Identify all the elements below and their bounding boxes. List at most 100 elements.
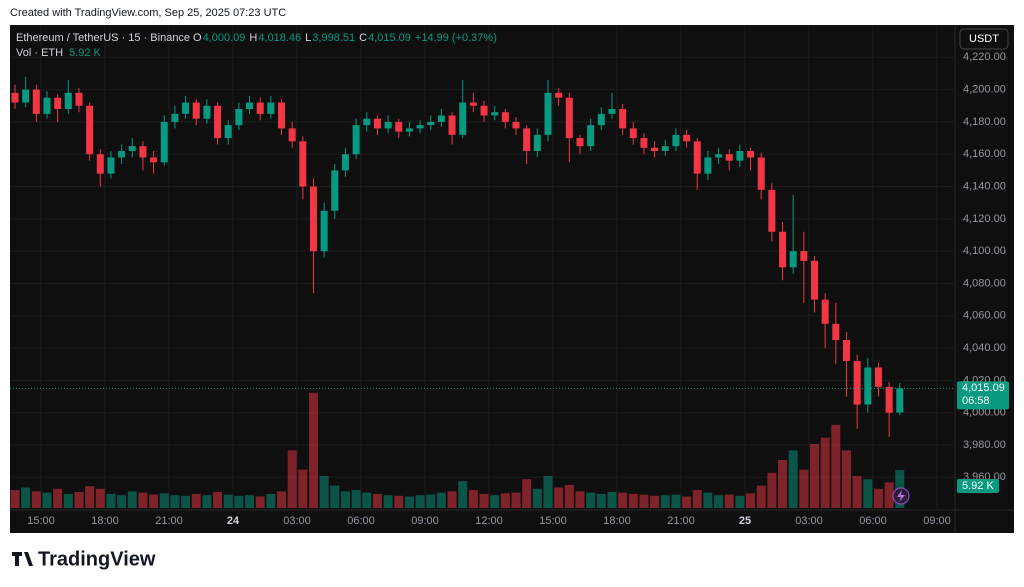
volume-bar bbox=[170, 495, 180, 508]
candle-body bbox=[640, 138, 648, 148]
candle-body bbox=[651, 147, 659, 151]
volume-bar bbox=[767, 472, 777, 508]
candle-body bbox=[757, 157, 765, 190]
candle-body bbox=[885, 386, 893, 413]
volume-bar bbox=[362, 492, 372, 508]
volume-bar bbox=[266, 493, 276, 508]
legend-value: 4,000.09 bbox=[203, 32, 246, 44]
volume-bar bbox=[628, 493, 638, 508]
y-tick-label: 4,220.00 bbox=[963, 51, 1006, 63]
currency[interactable]: USDT bbox=[969, 33, 999, 45]
volume-bars bbox=[10, 392, 905, 508]
candle-body bbox=[821, 299, 829, 324]
volume-bar bbox=[479, 493, 489, 508]
candle-body bbox=[11, 92, 19, 103]
created-note: Created with TradingView.com, Sep 25, 20… bbox=[10, 7, 286, 19]
volume-bar bbox=[863, 479, 873, 508]
y-tick-label: 4,100.00 bbox=[963, 245, 1006, 257]
y-tick-label: 4,040.00 bbox=[963, 342, 1006, 354]
candle-body bbox=[86, 105, 94, 155]
candle-body bbox=[405, 128, 413, 132]
candle-body bbox=[683, 134, 691, 142]
last-price: 4,015.09 bbox=[962, 382, 1005, 394]
volume-bar bbox=[607, 492, 617, 508]
candle-body bbox=[459, 102, 467, 135]
candle-body bbox=[437, 115, 445, 122]
volume-bar bbox=[372, 493, 382, 508]
volume-bar bbox=[458, 481, 468, 508]
candle-body bbox=[341, 154, 349, 171]
volume-bar bbox=[714, 495, 724, 508]
candle-body bbox=[288, 128, 296, 142]
candle-body bbox=[309, 186, 317, 252]
candle-body bbox=[864, 367, 872, 405]
candle-body bbox=[427, 121, 435, 126]
volume-bar bbox=[340, 491, 350, 508]
candle-body bbox=[128, 146, 136, 151]
volume-bar bbox=[660, 495, 670, 508]
x-tick-label: 18:00 bbox=[603, 515, 631, 527]
candle-body bbox=[480, 105, 488, 116]
x-tick-label: 06:00 bbox=[347, 515, 375, 527]
candle-body bbox=[832, 323, 840, 340]
x-tick-label: 03:00 bbox=[795, 515, 823, 527]
candle-body bbox=[619, 109, 627, 129]
candle-body bbox=[661, 146, 669, 151]
x-tick-label: 09:00 bbox=[923, 515, 951, 527]
volume-bar bbox=[735, 495, 745, 508]
volume-value: 5.92 K bbox=[69, 47, 101, 59]
candle-body bbox=[32, 89, 40, 114]
volume-bar bbox=[181, 495, 191, 508]
candle-body bbox=[555, 92, 563, 98]
candle-body bbox=[373, 118, 381, 129]
legend-value: 4,015.09 bbox=[368, 32, 411, 44]
volume-bar bbox=[682, 496, 692, 508]
volume-bar bbox=[543, 476, 553, 508]
currency-button[interactable] bbox=[959, 28, 1009, 50]
volume-bar bbox=[404, 496, 414, 508]
candle-body bbox=[363, 118, 371, 126]
grid bbox=[10, 25, 955, 510]
volume-bar bbox=[841, 450, 851, 508]
candle-body bbox=[22, 89, 30, 103]
candle-body bbox=[246, 102, 254, 109]
candle-body bbox=[811, 260, 818, 300]
legend-key: O bbox=[193, 32, 202, 44]
candle-body bbox=[182, 102, 190, 114]
candle-body bbox=[768, 189, 776, 232]
volume-bar bbox=[756, 485, 766, 508]
volume-bar bbox=[298, 469, 308, 508]
candle-body bbox=[299, 141, 307, 187]
candles bbox=[11, 76, 904, 437]
legend-value: 4,018.46 bbox=[258, 32, 301, 44]
volume-bar bbox=[415, 495, 425, 508]
volume-bar bbox=[10, 490, 20, 508]
volume-bar bbox=[671, 494, 681, 508]
candle-body bbox=[725, 154, 733, 161]
volume-bar bbox=[117, 495, 127, 508]
candle-body bbox=[139, 146, 147, 158]
candle-body bbox=[256, 102, 264, 114]
candle-body bbox=[75, 92, 83, 106]
volume-bar bbox=[213, 492, 223, 508]
volume-bar bbox=[884, 482, 894, 508]
candle-body bbox=[789, 251, 797, 268]
volume-bar bbox=[820, 437, 830, 508]
candle-body bbox=[672, 134, 680, 147]
volume-bar bbox=[746, 493, 756, 508]
candle-body bbox=[874, 367, 882, 387]
candle-body bbox=[118, 151, 126, 158]
candle-body bbox=[587, 125, 595, 147]
candle-body bbox=[800, 251, 808, 261]
legend-key: L bbox=[305, 32, 311, 44]
volume-bar bbox=[810, 444, 819, 508]
volume-bar bbox=[245, 495, 255, 508]
candle-body bbox=[491, 112, 499, 116]
volume-bar bbox=[351, 490, 361, 508]
volume-bar bbox=[202, 495, 212, 508]
candle-body bbox=[576, 138, 584, 147]
volume-bar bbox=[831, 424, 841, 508]
candle-body bbox=[512, 121, 520, 129]
x-tick-label: 03:00 bbox=[283, 515, 311, 527]
volume-bar bbox=[426, 494, 436, 508]
